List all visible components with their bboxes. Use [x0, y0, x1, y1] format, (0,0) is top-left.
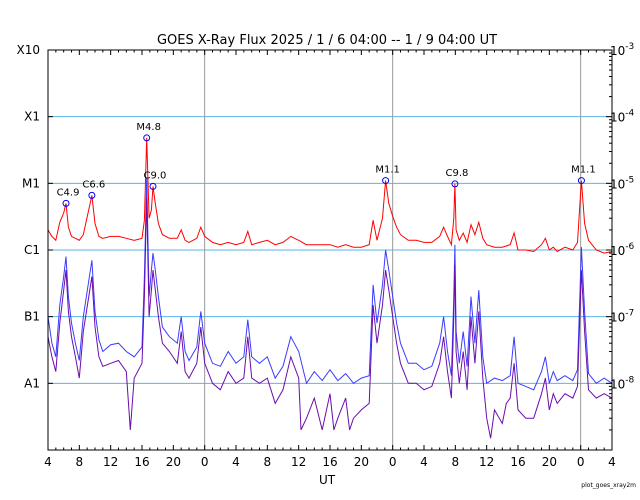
axis-ticks: 4 8 12 16 20 0 4 8 12 16 20 0 4 8 12 16 20 0 4 A1 B1 C1 M1 X1 X1… [17, 42, 635, 469]
flare-label: C9.8 [445, 168, 468, 179]
chart-title: GOES X-Ray Flux 2025 / 1 / 6 04:00 -- 1 … [157, 33, 497, 48]
right-axis-label: 10-3 [610, 42, 634, 58]
x-axis-label: UT [319, 473, 336, 487]
x-tick-label: 16 [134, 455, 149, 469]
x-tick-label: 8 [264, 455, 272, 469]
x-tick-label: 4 [608, 455, 616, 469]
series-line-2 [47, 178, 613, 391]
flare-label: M4.8 [136, 122, 161, 133]
class-label: A1 [24, 376, 40, 390]
flare-marker [143, 134, 151, 142]
class-label: C1 [24, 243, 40, 257]
x-tick-label: 4 [44, 455, 52, 469]
flare-markers: C4.9C6.6 M4.8 C9.0 M1.1 C9.8 M1.1 [57, 122, 596, 207]
right-axis-label: 10-8 [610, 375, 635, 391]
x-tick-label: 20 [354, 455, 369, 469]
flare-marker [88, 191, 96, 199]
right-axis-label: 10-7 [610, 309, 634, 325]
class-label: B1 [24, 310, 40, 324]
x-tick-label: 12 [291, 455, 306, 469]
x-tick-label: 4 [232, 455, 240, 469]
flare-label: C4.9 [57, 187, 80, 198]
day-boundary-lines [204, 50, 582, 450]
flare-marker [62, 199, 70, 207]
x-tick-label: 20 [542, 455, 557, 469]
flare-label: C6.6 [82, 179, 105, 190]
flare-marker [382, 177, 390, 185]
series-line-3 [47, 198, 613, 439]
x-tick-label: 8 [452, 455, 460, 469]
gridlines [48, 116, 612, 384]
flare-marker [577, 177, 585, 185]
series-lines [47, 137, 613, 439]
x-tick-label: 0 [577, 455, 585, 469]
flare-marker [451, 180, 459, 188]
flare-label: M1.1 [375, 165, 400, 176]
class-label: X1 [24, 110, 40, 124]
right-axis-label: 10-6 [610, 242, 635, 258]
x-tick-label: 0 [201, 455, 209, 469]
right-axis-label: 10-4 [610, 109, 635, 125]
x-tick-label: 16 [510, 455, 525, 469]
x-tick-label: 8 [76, 455, 84, 469]
x-tick-label: 0 [389, 455, 397, 469]
flare-marker [149, 182, 157, 190]
x-tick-label: 16 [322, 455, 337, 469]
right-axis-label: 10-5 [610, 175, 634, 191]
flare-label: M1.1 [571, 165, 596, 176]
x-tick-label: 20 [166, 455, 181, 469]
series-line-1 [47, 137, 613, 254]
footnote: plot_goes_xray2m [581, 482, 636, 489]
class-label: M1 [22, 176, 40, 190]
flare-label: C9.0 [144, 170, 167, 181]
x-tick-label: 4 [420, 455, 428, 469]
x-tick-label: 12 [103, 455, 118, 469]
x-tick-label: 12 [479, 455, 494, 469]
class-label: X10 [17, 43, 41, 57]
